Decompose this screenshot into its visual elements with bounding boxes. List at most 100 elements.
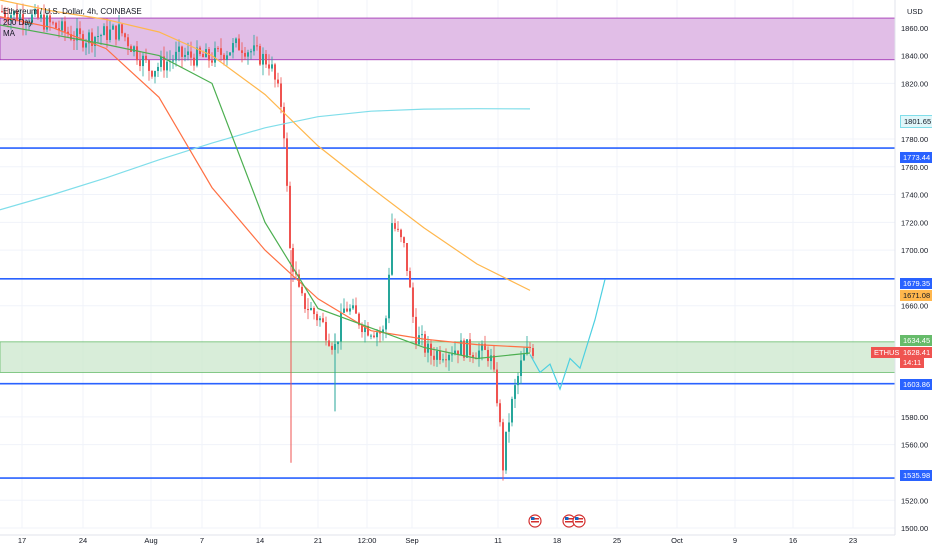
candle-body bbox=[514, 385, 516, 399]
candle-body bbox=[19, 14, 21, 20]
candle-body bbox=[310, 308, 312, 311]
candle-body bbox=[421, 334, 423, 336]
candle-body bbox=[499, 403, 501, 423]
candle-body bbox=[64, 21, 66, 32]
price-tick-label: 1820.00 bbox=[901, 79, 928, 88]
candle-body bbox=[466, 339, 468, 358]
candle-body bbox=[289, 185, 291, 248]
price-axis: 1860.00 1840.00 1820.00 1780.00 1760.00 1740.… bbox=[894, 0, 928, 535]
candle-body bbox=[184, 54, 186, 57]
time-tick-label: 16 bbox=[789, 536, 797, 545]
candle-body bbox=[253, 45, 255, 52]
chart-legend: Ethereum / U.S. Dollar, 4h, COINBASE 200… bbox=[3, 6, 142, 39]
candle-body bbox=[355, 305, 357, 314]
time-tick-label: Oct bbox=[671, 536, 684, 545]
candle-body bbox=[226, 55, 228, 60]
us-flag-event-icon[interactable] bbox=[528, 514, 542, 528]
candle-body bbox=[412, 287, 414, 317]
candle-body bbox=[202, 53, 204, 58]
candle-body bbox=[406, 242, 408, 272]
time-tick-label: 23 bbox=[849, 536, 857, 545]
level-1603-badge: 1603.86 bbox=[900, 379, 932, 390]
candle-body bbox=[328, 340, 330, 346]
candle-body bbox=[16, 10, 18, 20]
candle-body bbox=[439, 350, 441, 360]
candle-body bbox=[268, 64, 270, 69]
candle-body bbox=[331, 345, 333, 350]
ma-green-line bbox=[0, 24, 531, 360]
price-tick-label: 1520.00 bbox=[901, 496, 928, 505]
candle-body bbox=[217, 48, 219, 50]
candle-body bbox=[457, 350, 459, 355]
candle-body bbox=[97, 36, 99, 38]
candle-body bbox=[418, 335, 420, 345]
candle-body bbox=[4, 11, 6, 18]
level-1679-badge: 1679.35 bbox=[900, 278, 932, 289]
symbol-title: Ethereum / U.S. Dollar, 4h, COINBASE bbox=[3, 7, 142, 16]
price-tick-label: 1760.00 bbox=[901, 163, 928, 172]
candle-body bbox=[271, 64, 273, 69]
candle-body bbox=[154, 70, 156, 77]
ma200-line bbox=[0, 108, 531, 211]
time-tick-label: 21 bbox=[314, 536, 322, 545]
time-tick-label: 7 bbox=[200, 536, 204, 545]
candle-body bbox=[94, 36, 96, 46]
candle-body bbox=[43, 14, 45, 30]
candle-body bbox=[46, 15, 48, 30]
candle-body bbox=[10, 15, 12, 21]
price-tick-label: 1740.00 bbox=[901, 191, 928, 200]
candle-body bbox=[142, 55, 144, 67]
price-tick-label: 1700.00 bbox=[901, 246, 928, 255]
candle-body bbox=[304, 293, 306, 309]
symbol-badge: ETHUSD bbox=[871, 347, 908, 358]
candle-body bbox=[388, 274, 390, 319]
candle-body bbox=[256, 45, 258, 47]
candle-body bbox=[286, 138, 288, 186]
candle-body bbox=[193, 57, 195, 66]
candle-body bbox=[481, 343, 483, 351]
candle-body bbox=[364, 325, 366, 333]
support-zone bbox=[0, 341, 896, 373]
candle-body bbox=[316, 314, 318, 321]
candle-body bbox=[424, 334, 426, 353]
candle-body bbox=[376, 332, 378, 338]
time-tick-label: 11 bbox=[494, 536, 502, 545]
candle-body bbox=[367, 325, 369, 336]
candle-body bbox=[508, 422, 510, 432]
currency-label[interactable]: USD bbox=[907, 7, 923, 16]
candle-body bbox=[247, 52, 249, 57]
candle-body bbox=[523, 354, 525, 361]
candle-body bbox=[49, 15, 51, 23]
ma-label-line1: 200 Day bbox=[3, 18, 33, 27]
candle-body bbox=[238, 38, 240, 51]
price-tick-label: 1580.00 bbox=[901, 413, 928, 422]
candle-body bbox=[148, 60, 150, 71]
price-tick-label: 1840.00 bbox=[901, 52, 928, 61]
candle-body bbox=[301, 286, 303, 294]
candle-body bbox=[139, 60, 141, 67]
price-tick-label: 1780.00 bbox=[901, 135, 928, 144]
candle-body bbox=[469, 339, 471, 356]
ma-orange-line bbox=[0, 0, 531, 291]
candle-body bbox=[265, 53, 267, 65]
candle-body bbox=[73, 39, 75, 41]
candle-body bbox=[91, 32, 93, 46]
candle-body bbox=[277, 79, 279, 84]
candle-body bbox=[136, 46, 138, 61]
candle-body bbox=[346, 308, 348, 312]
level-1535-badge: 1535.98 bbox=[900, 470, 932, 481]
candle-body bbox=[130, 46, 132, 52]
candle-body bbox=[223, 54, 225, 60]
candle-body bbox=[61, 21, 63, 31]
us-flag-event-icon[interactable] bbox=[572, 514, 586, 528]
candle-body bbox=[502, 422, 504, 471]
candle-body bbox=[343, 308, 345, 313]
candle-body bbox=[472, 355, 474, 358]
candle-body bbox=[211, 60, 213, 63]
candle-body bbox=[409, 271, 411, 288]
candle-body bbox=[283, 106, 285, 139]
candle-body bbox=[103, 26, 105, 36]
candle-body bbox=[115, 25, 117, 40]
time-tick-label: Aug bbox=[144, 536, 157, 545]
